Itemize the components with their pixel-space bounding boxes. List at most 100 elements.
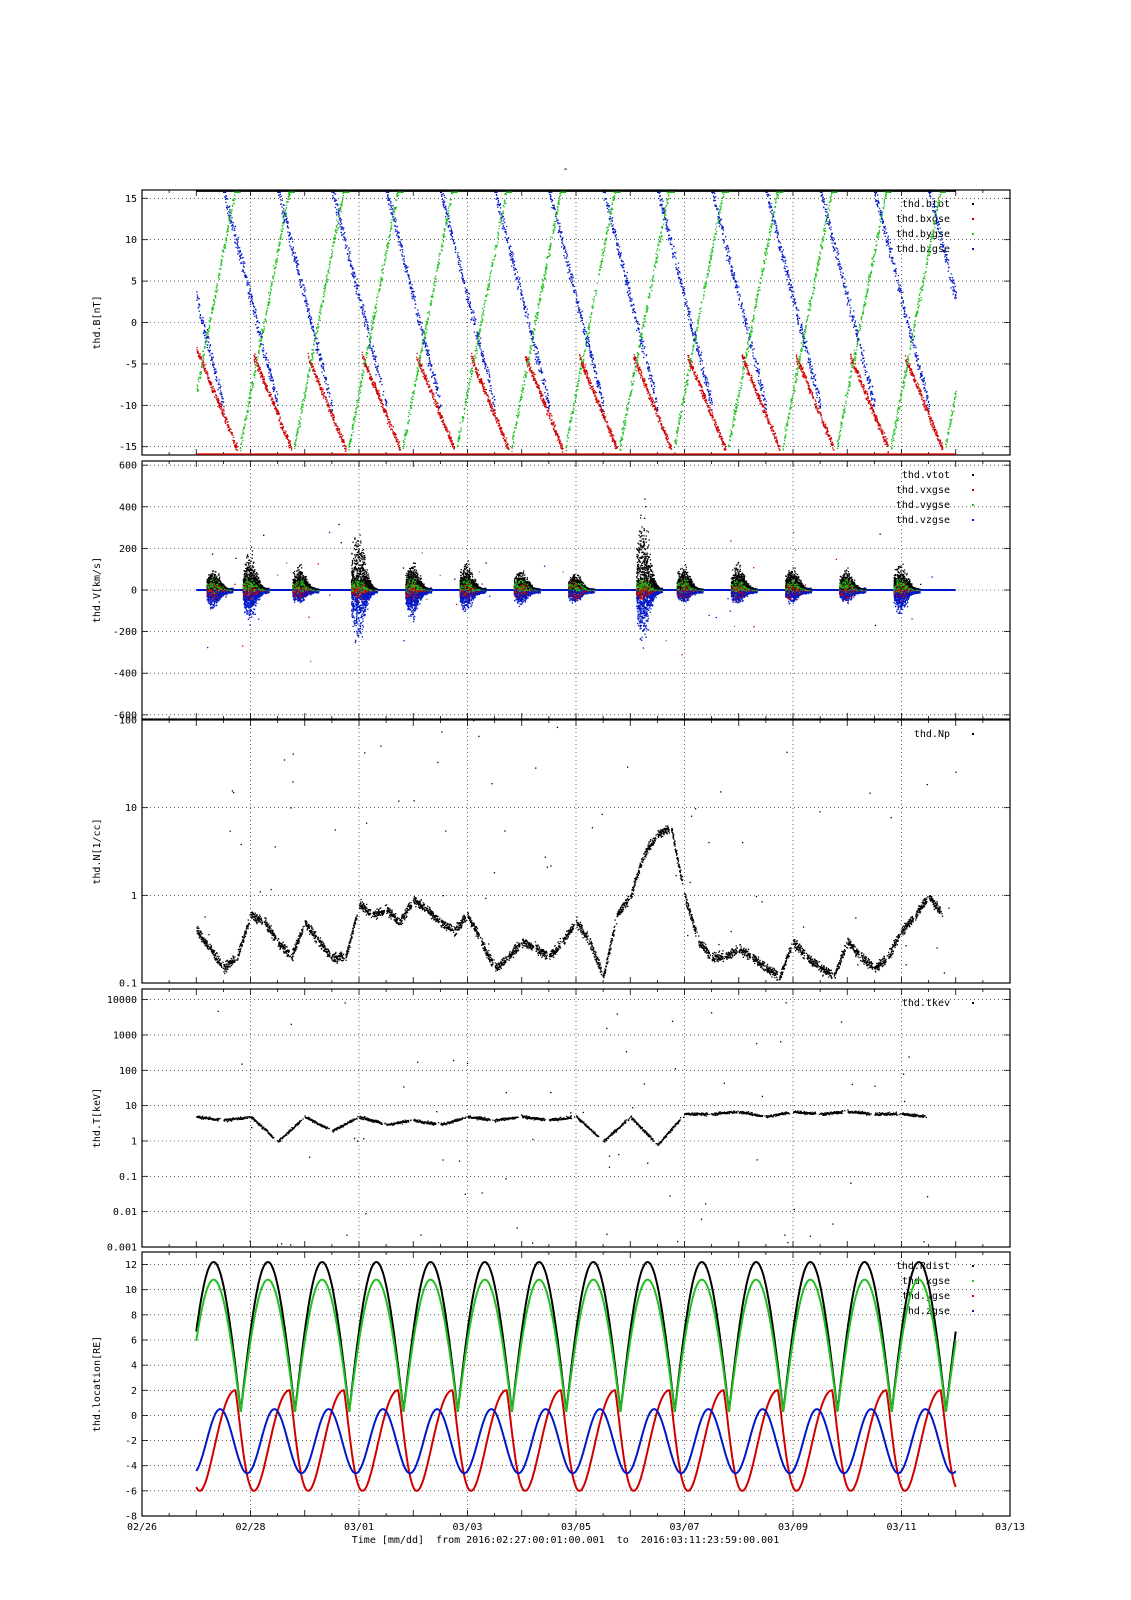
bygse-point <box>213 308 214 309</box>
bzgse-point <box>227 198 228 199</box>
legend-label: thd.bxgse <box>896 214 950 225</box>
bxgse-point <box>260 377 261 378</box>
bzgse-point <box>221 393 222 394</box>
bzgse-point <box>221 401 222 402</box>
bzgse-point <box>230 215 231 216</box>
bzgse-point <box>200 318 201 319</box>
bzgse-point <box>204 330 205 331</box>
bygse-point <box>207 334 208 335</box>
bzgse-point <box>259 334 260 335</box>
bzgse-point <box>209 347 210 348</box>
bxgse-point <box>228 425 229 426</box>
bxgse-point <box>258 364 259 365</box>
bxgse-point <box>256 357 257 358</box>
bzgse-point <box>209 351 210 352</box>
bygse-point <box>214 302 215 303</box>
bzgse-point <box>263 347 264 348</box>
bzgse-point <box>226 195 227 196</box>
bxgse-point <box>197 351 198 352</box>
bygse-point <box>228 226 229 227</box>
bygse-point <box>217 289 218 290</box>
bzgse-point <box>255 311 256 312</box>
bygse-point <box>259 340 260 341</box>
bzgse-point <box>227 213 228 214</box>
bxgse-point <box>229 430 230 431</box>
bzgse-point <box>207 337 208 338</box>
bzgse-point <box>249 296 250 297</box>
bzgse-point <box>237 241 238 242</box>
bygse-point <box>250 394 251 395</box>
bxgse-point <box>222 411 223 412</box>
bygse-point <box>231 213 232 214</box>
bzgse-point <box>257 327 258 328</box>
bygse-point <box>231 211 232 212</box>
bxgse-point <box>254 353 255 354</box>
bzgse-point <box>210 353 211 354</box>
bzgse-point <box>244 266 245 267</box>
bygse-point <box>226 240 227 241</box>
bxgse-point <box>237 450 238 451</box>
bygse-point <box>203 360 204 361</box>
bzgse-point <box>241 262 242 263</box>
bxgse-point <box>264 379 265 380</box>
bxgse-point <box>205 364 206 365</box>
bzgse-point <box>243 270 244 271</box>
bzgse-point <box>231 229 232 230</box>
y-tick-label: -5 <box>125 359 137 370</box>
bzgse-point <box>204 324 205 325</box>
bxgse-point <box>225 423 226 424</box>
bxgse-point <box>214 396 215 397</box>
bzgse-point <box>196 291 197 292</box>
bzgse-point <box>217 389 218 390</box>
bxgse-point <box>207 371 208 372</box>
bxgse-point <box>234 441 235 442</box>
bzgse-point <box>249 293 250 294</box>
bzgse-point <box>216 377 217 378</box>
y-tick-label: 10 <box>125 235 137 246</box>
bygse-point <box>203 350 204 351</box>
bxgse-point <box>237 446 238 447</box>
bzgse-point <box>255 309 256 310</box>
bygse-point <box>263 332 264 333</box>
bygse-point <box>242 440 243 441</box>
bygse-point <box>215 297 216 298</box>
bygse-point <box>214 300 215 301</box>
bxgse-point <box>262 375 263 376</box>
bzgse-point <box>227 209 228 210</box>
bzgse-point <box>208 338 209 339</box>
bxgse-point <box>197 347 198 348</box>
bygse-point <box>241 442 242 443</box>
bzgse-point <box>212 353 213 354</box>
bygse-point <box>257 359 258 360</box>
bzgse-point <box>235 226 236 227</box>
bxgse-point <box>215 397 216 398</box>
bygse-point <box>264 321 265 322</box>
bygse-point <box>252 385 253 386</box>
bzgse-point <box>207 329 208 330</box>
bzgse-point <box>225 192 226 193</box>
bzgse-point <box>252 299 253 300</box>
bygse-point <box>198 390 199 391</box>
bzgse-point <box>216 380 217 381</box>
bzgse-point <box>258 327 259 328</box>
bygse-point <box>231 209 232 210</box>
bzgse-point <box>213 357 214 358</box>
bzgse-point <box>228 215 229 216</box>
bzgse-point <box>225 202 226 203</box>
bzgse-point <box>239 259 240 260</box>
bzgse-point <box>246 277 247 278</box>
bygse-point <box>209 322 210 323</box>
bygse-point <box>209 326 210 327</box>
bygse-point <box>245 419 246 420</box>
bzgse-point <box>232 224 233 225</box>
bzgse-point <box>243 263 244 264</box>
bzgse-point <box>203 322 204 323</box>
bzgse-point <box>248 297 249 298</box>
bygse-point <box>219 275 220 276</box>
bxgse-point <box>225 420 226 421</box>
bxgse-point <box>221 406 222 407</box>
bzgse-point <box>218 387 219 388</box>
bxgse-point <box>216 395 217 396</box>
bxgse-point <box>215 391 216 392</box>
bzgse-point <box>228 211 229 212</box>
